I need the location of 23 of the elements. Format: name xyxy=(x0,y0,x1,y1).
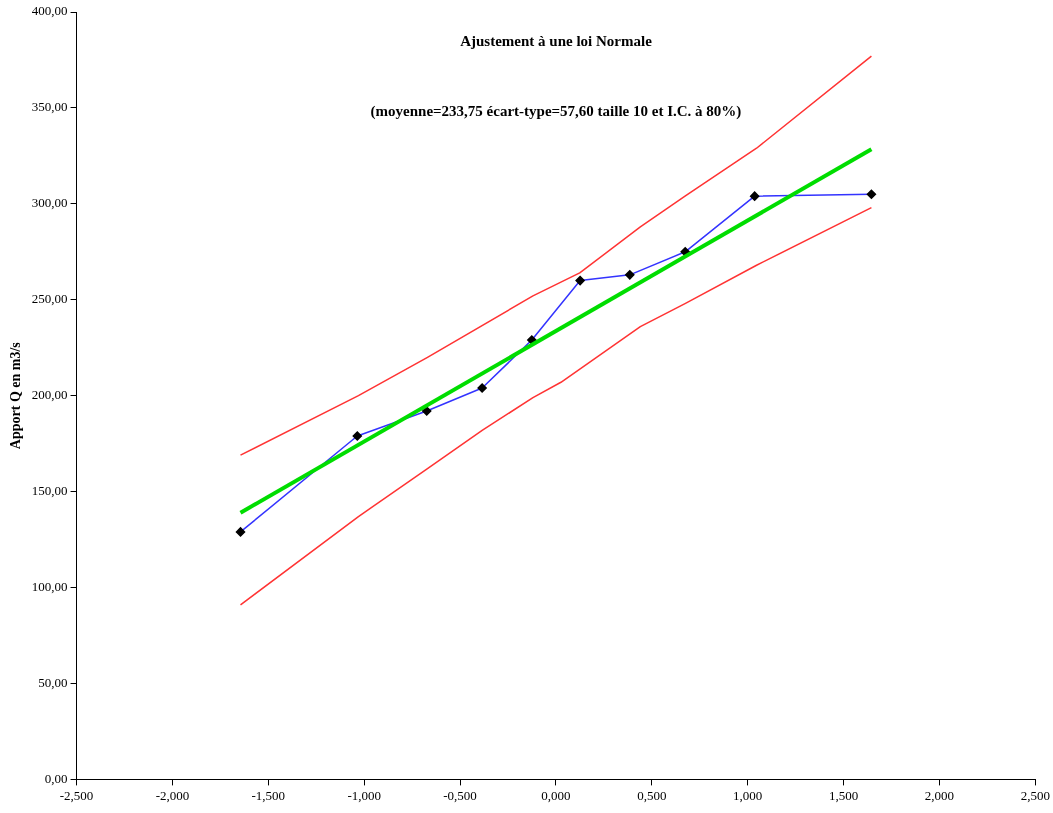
x-tick-label: 0,500 xyxy=(637,787,667,803)
x-tick-label: 2,500 xyxy=(1020,787,1050,803)
x-tick-label: 2,000 xyxy=(924,787,955,803)
y-tick-label: 350,00 xyxy=(31,99,68,115)
y-tick-label: 50,00 xyxy=(38,674,68,690)
y-tick-label: 200,00 xyxy=(31,387,68,403)
y-tick-label: 0,00 xyxy=(44,770,68,786)
x-tick-label: 1,000 xyxy=(733,787,763,803)
text: Ajustement à une loi Normale xyxy=(460,32,653,49)
y-tick-label: 400,00 xyxy=(31,3,68,19)
y-tick-label: 100,00 xyxy=(31,578,68,594)
x-tick-label: -1,500 xyxy=(251,787,286,803)
y-tick-label: 300,00 xyxy=(31,195,68,211)
x-tick-label: -1,000 xyxy=(347,787,381,803)
y-axis-title: Apport Q en m3/s xyxy=(8,341,24,450)
x-tick-label: 0,000 xyxy=(541,787,571,803)
x-tick-label: -2,000 xyxy=(155,787,190,803)
y-tick-label: 150,00 xyxy=(31,483,68,499)
x-tick-label: -0,500 xyxy=(443,787,477,803)
y-tick-label: 250,00 xyxy=(31,291,68,307)
text: (moyenne=233,75 écart-type=57,60 taille 10 et I.C. à 80%) xyxy=(370,102,742,120)
x-tick-label: -2,500 xyxy=(59,787,94,803)
x-tick-label: 1,500 xyxy=(828,787,859,803)
